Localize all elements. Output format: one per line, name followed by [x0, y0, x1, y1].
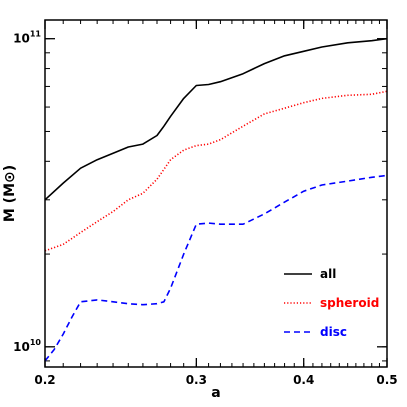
minor-ticks — [44, 20, 388, 367]
tick-labels: 0.2 0.3 0.4 0.5 1010 1011 — [13, 30, 397, 387]
legend-label-all: all — [320, 267, 336, 281]
legend-label-spheroid: spheroid — [320, 296, 379, 310]
y-axis-label: M (M⊙) — [2, 165, 18, 222]
major-ticks — [44, 20, 388, 367]
series-line-spheroid — [44, 90, 388, 252]
plot-frame — [44, 19, 388, 368]
x-tick-label: 0.4 — [293, 373, 314, 387]
series-line-all — [44, 37, 388, 201]
x-tick-label: 0.5 — [376, 373, 397, 387]
y-tick-label: 1011 — [13, 30, 41, 46]
x-tick-label: 0.2 — [34, 373, 55, 387]
x-axis-label: a — [211, 385, 220, 401]
legend-label-disc: disc — [320, 325, 347, 339]
legend: all spheroid disc — [284, 267, 379, 339]
series-layer — [44, 37, 388, 362]
x-tick-label: 0.3 — [186, 373, 207, 387]
y-tick-label: 1010 — [13, 338, 41, 354]
